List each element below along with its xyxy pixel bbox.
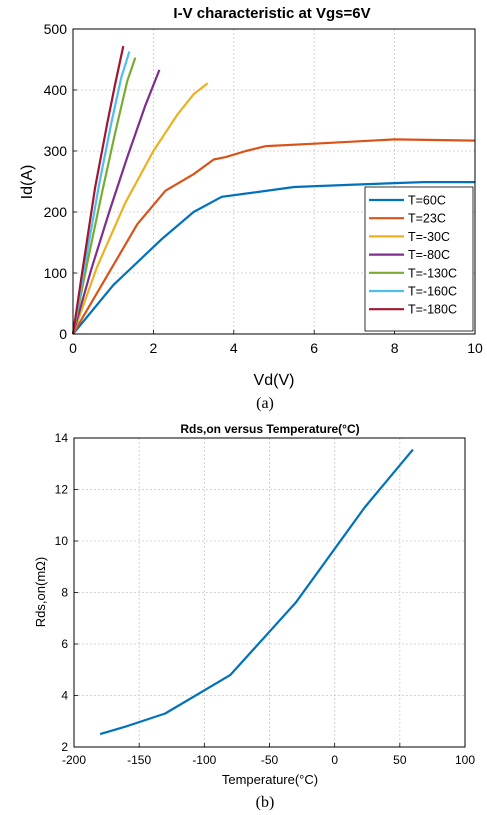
iv-x-tick-label: 0 (69, 340, 77, 356)
iv-legend-entry: T=-80C (408, 248, 450, 262)
rds-y-tick-label: 2 (61, 740, 68, 754)
rds-caption: (b) (256, 794, 275, 811)
iv-legend-entry: T=60C (408, 194, 446, 208)
iv-legend-entry: T=-180C (408, 303, 457, 317)
rds-x-tick-label: 50 (393, 753, 407, 767)
rds-series-line-rds (99, 448, 414, 736)
iv-legend: T=60C T=23C T=-30C T=-80C T=-130C T=-160C T=-1… (364, 186, 474, 332)
iv-plot-frame (72, 28, 476, 335)
rds-x-tick-label: -50 (261, 753, 279, 767)
iv-series-line-t-23c (72, 138, 476, 335)
iv-legend-entry: T=23C (408, 212, 446, 226)
iv-y-tick-label: 0 (59, 326, 67, 342)
rds-x-tick-label: 100 (455, 753, 475, 767)
rds-y-tick-label: 6 (61, 637, 68, 651)
iv-x-tick-label: 8 (391, 340, 399, 356)
iv-series-line-t-130c (71, 57, 137, 335)
rds-plot-frame (73, 437, 466, 748)
iv-series-line-t-180c (71, 45, 125, 335)
iv-series-line-t-160c (71, 51, 131, 335)
rds-chart-title: Rds,on versus Temperature(°C) (180, 422, 359, 436)
iv-series-line-t-60c (72, 181, 475, 335)
rds-y-axis-label: Rds,on(mΩ) (33, 557, 48, 627)
rds-y-tick-label: 10 (55, 534, 69, 548)
iv-chart-title: I-V characteristic at Vgs=6V (173, 5, 370, 22)
rds-x-tick-label: -150 (127, 753, 151, 767)
rds-chart: Rds,on versus Temperature(°C) -200 -150 -1… (33, 422, 475, 811)
rds-x-tick-label: 0 (331, 753, 338, 767)
iv-series-line-t-30c (71, 82, 209, 335)
iv-y-axis-label: Id(A) (19, 165, 36, 200)
iv-y-tick-label: 500 (44, 21, 68, 37)
rds-x-axis-label: Temperature(°C) (222, 772, 318, 787)
rds-grid (73, 437, 466, 748)
rds-y-tick-label: 14 (55, 431, 69, 445)
iv-x-tick-label: 4 (230, 340, 238, 356)
rds-x-tick-label: -100 (192, 753, 216, 767)
rds-tick-labels: -200 -150 -100 -50 0 50 100 2 4 6 8 10 12 14 (55, 431, 476, 767)
iv-x-axis-label: Vd(V) (254, 372, 295, 389)
iv-series-line-t-80c (71, 69, 161, 335)
iv-y-tick-label: 200 (44, 204, 68, 220)
rds-y-tick-label: 4 (61, 689, 68, 703)
rds-y-tick-label: 8 (61, 586, 68, 600)
iv-x-tick-label: 6 (310, 340, 318, 356)
iv-legend-entry: T=-160C (408, 285, 457, 299)
iv-legend-box (364, 186, 474, 332)
iv-caption: (a) (256, 395, 274, 412)
rds-series-lines (99, 448, 414, 736)
iv-x-tick-label: 2 (150, 340, 158, 356)
iv-legend-entry: T=-30C (408, 230, 450, 244)
rds-x-tick-label: -200 (62, 753, 86, 767)
rds-y-tick-label: 12 (55, 483, 69, 497)
iv-y-tick-label: 100 (44, 265, 68, 281)
iv-series-lines (71, 45, 476, 335)
iv-chart: I-V characteristic at Vgs=6V 0 2 4 6 8 100100… (19, 5, 483, 412)
iv-x-tick-label: 10 (467, 340, 483, 356)
iv-y-tick-label: 300 (44, 143, 68, 159)
iv-legend-entry: T=-130C (408, 266, 457, 280)
iv-y-tick-label: 400 (44, 82, 68, 98)
